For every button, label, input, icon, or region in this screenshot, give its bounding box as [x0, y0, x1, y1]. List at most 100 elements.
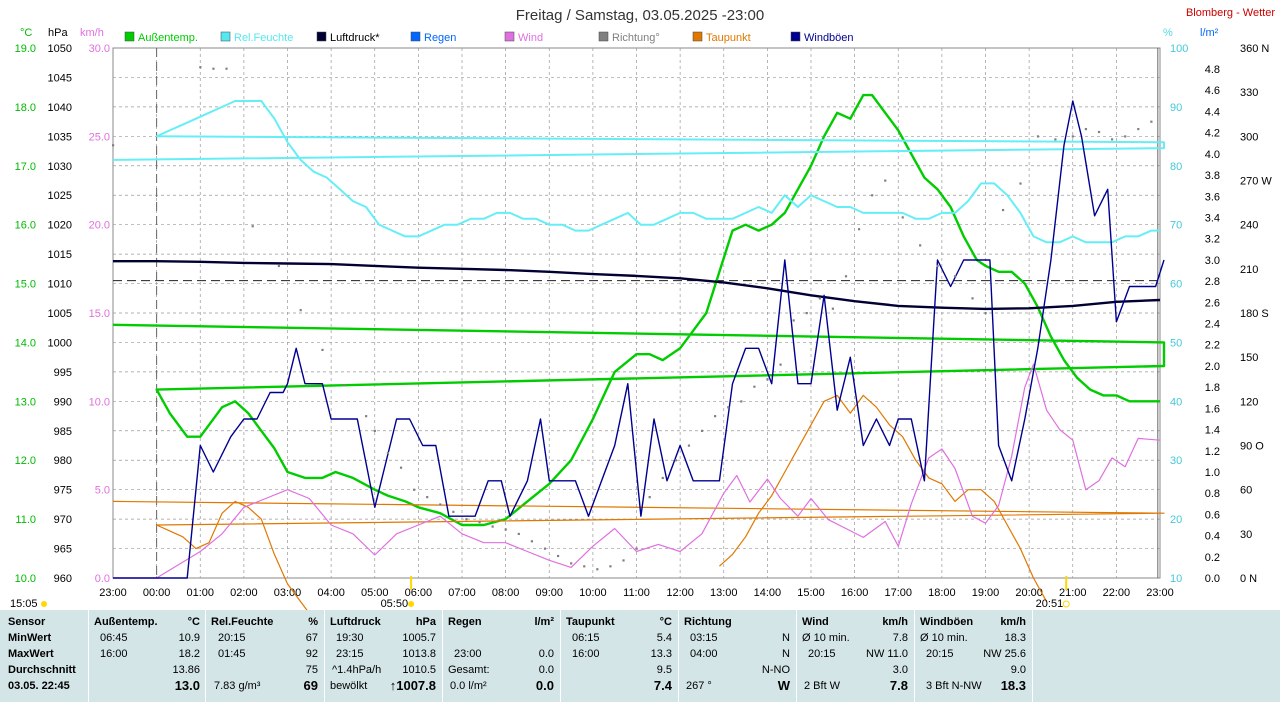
rain-current: 0.0	[535, 678, 554, 693]
pressure-tick: 1050	[48, 43, 72, 55]
wind-tick: 15.0	[89, 308, 110, 320]
pressure-tick: 960	[54, 573, 72, 585]
rain-tick: 2.4	[1205, 319, 1220, 331]
direction-point	[365, 415, 368, 418]
direction-point	[919, 244, 922, 247]
series-line-4	[718, 394, 1048, 602]
legend-swatch-1	[220, 31, 231, 42]
rain-tick: 4.4	[1205, 106, 1220, 118]
wind-tick: 30.0	[89, 43, 110, 55]
wind-avg: 3.0	[892, 664, 908, 676]
rain-tick: 2.2	[1205, 340, 1220, 352]
humidity-unit-label: %	[1163, 27, 1173, 39]
direction-point	[1071, 135, 1074, 138]
temp-tick: 11.0	[15, 514, 36, 526]
rain-tick: 0.8	[1205, 488, 1220, 500]
rain-rate: 0.0 l/m²	[450, 680, 487, 692]
direction-point	[661, 476, 664, 480]
pressure-current: ↑1007.8	[389, 678, 436, 693]
direction-point	[465, 518, 468, 521]
rain-tick: 0.2	[1205, 552, 1220, 564]
rain-tick: 0.4	[1205, 531, 1220, 543]
x-tick: 05:00	[361, 587, 389, 599]
dew-max-time: 16:00	[572, 648, 600, 660]
direction-point	[1001, 208, 1005, 212]
series-line-6	[113, 100, 1165, 579]
rain-tick: 3.4	[1205, 212, 1220, 224]
x-tick: 09:00	[535, 587, 563, 599]
direction-point	[984, 312, 987, 315]
direction-point	[1150, 120, 1153, 123]
direction-point	[517, 532, 520, 536]
direction-point	[1097, 130, 1101, 134]
x-tick: 11:00	[623, 587, 650, 599]
x-tick: 19:00	[972, 587, 1000, 599]
dew-min: 5.4	[656, 632, 672, 644]
direction-deg: 267 °	[686, 680, 712, 692]
x-tick: 10:00	[579, 587, 607, 599]
direction-tick: 330	[1240, 87, 1258, 99]
direction-min: N	[782, 632, 790, 644]
humidity-abs: 7.83 g/m³	[214, 680, 261, 692]
legend-label-6: Taupunkt	[706, 32, 751, 44]
direction-point	[1019, 182, 1022, 185]
sun-icon-sunset	[1062, 600, 1070, 608]
gust-min: 18.3	[1004, 632, 1026, 644]
series-line-3	[112, 500, 1165, 610]
direction-point	[635, 547, 638, 550]
legend-swatch-2	[316, 31, 327, 42]
rain-total-label: Gesamt:	[448, 664, 490, 676]
humidity-tick: 50	[1170, 337, 1182, 349]
pressure-max-time: 23:15	[336, 648, 364, 660]
direction-tick: 180 S	[1240, 308, 1269, 320]
gust-max: NW 25.6	[983, 648, 1026, 660]
direction-point	[727, 406, 730, 409]
direction-point	[478, 521, 481, 524]
temp-max: 18.2	[178, 648, 200, 660]
temp-tick: 13.0	[15, 396, 36, 408]
legend-label-3: Regen	[424, 32, 456, 44]
dew-min-time: 06:15	[572, 632, 600, 644]
header-direction: Richtung	[684, 616, 732, 628]
header-temp: Außentemp.	[94, 616, 158, 628]
direction-point	[648, 496, 651, 499]
sun-icon-sunrise	[408, 601, 415, 607]
legend-swatch-0	[124, 31, 135, 42]
humidity-tick: 20	[1170, 514, 1182, 526]
sunrise-left-label: 15:05	[10, 598, 38, 610]
direction-point	[740, 400, 743, 403]
direction-point	[343, 384, 346, 387]
row-label-current: 03.05. 22:45	[8, 680, 70, 692]
direction-point	[971, 297, 974, 300]
wind-current: 7.8	[889, 678, 908, 693]
weather-chart: Freitag / Samstag, 03.05.2025 -23:00 Blo…	[10, 7, 1275, 610]
x-tick: 18:00	[928, 587, 956, 599]
rain-tick: 3.0	[1205, 255, 1220, 267]
direction-point	[805, 312, 808, 315]
pressure-tick: 1035	[48, 131, 72, 143]
header-rain: Regen	[448, 616, 482, 628]
direction-point	[439, 503, 442, 506]
humidity-min-time: 20:15	[218, 632, 246, 644]
pressure-tick: 1045	[48, 72, 72, 84]
x-tick: 12:00	[666, 587, 694, 599]
x-tick: 13:00	[710, 587, 738, 599]
legend-label-7: Windböen	[804, 32, 854, 44]
humidity-tick: 60	[1170, 279, 1182, 291]
direction-point	[596, 568, 599, 571]
humidity-min: 67	[305, 632, 318, 644]
legend-label-4: Wind	[518, 32, 543, 44]
row-label-avg: Durchschnitt	[8, 664, 76, 676]
sunrise-label: 05:50	[381, 598, 409, 610]
rain-tick: 4.8	[1205, 64, 1220, 76]
wind-bft: 2 Bft W	[804, 680, 841, 692]
humidity-tick: 30	[1170, 455, 1182, 467]
x-tick: 02:00	[230, 587, 258, 599]
x-tick: 20:00	[1015, 587, 1043, 599]
header-dew-unit: °C	[659, 616, 672, 628]
humidity-tick: 70	[1170, 220, 1182, 232]
rain-max-time: 23:00	[454, 648, 482, 660]
wind-tick: 20.0	[89, 220, 110, 232]
direction-point	[901, 216, 904, 219]
direction-point	[1084, 127, 1088, 131]
